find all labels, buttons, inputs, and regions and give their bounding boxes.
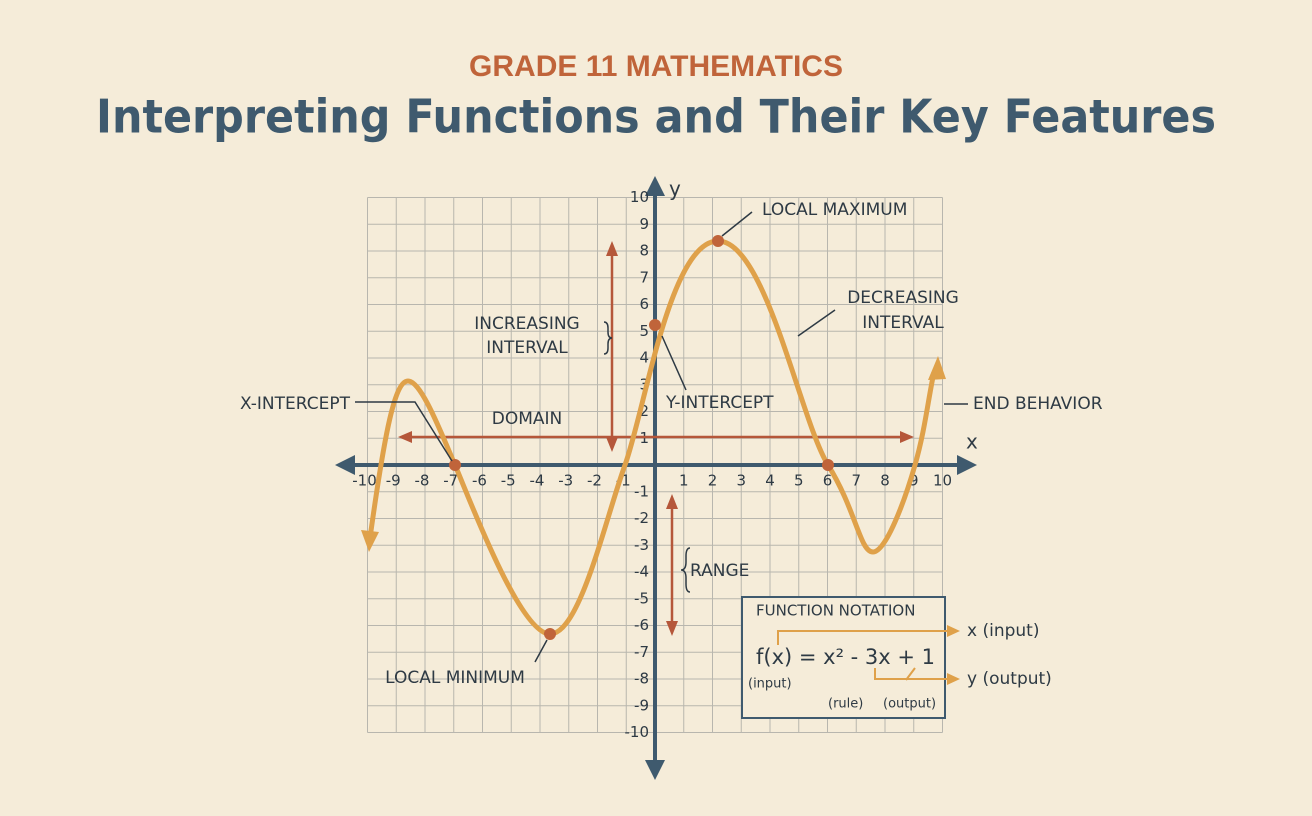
y-tick-label: 3 <box>639 375 649 393</box>
y-tick-label: 5 <box>639 322 649 340</box>
y-tick-label: 2 <box>639 402 649 420</box>
leader <box>661 335 687 391</box>
arrow <box>398 431 412 443</box>
x-tick-label: 2 <box>708 472 718 490</box>
x-axis-label: x <box>966 430 978 454</box>
arrow <box>666 621 678 636</box>
note: (input) <box>748 677 792 692</box>
arrow <box>957 455 977 475</box>
formula: f(x) = x² - 3x + 1 <box>756 645 935 669</box>
x-tick-label: 6 <box>823 472 833 490</box>
x-tick-label: -5 <box>501 472 516 490</box>
annotation: RANGE <box>690 561 749 581</box>
y-tick-label: -5 <box>634 589 649 607</box>
annotation: INCREASING <box>474 314 579 334</box>
x-tick-label: 8 <box>880 472 890 490</box>
y-tick-label: 10 <box>630 188 649 206</box>
point <box>544 628 556 640</box>
x-tick-label: -3 <box>558 472 573 490</box>
x-tick-label: -8 <box>415 472 430 490</box>
arrow <box>606 437 618 452</box>
y-tick-label: -1 <box>634 482 649 500</box>
note: (output) <box>883 697 936 712</box>
y-tick-label: -8 <box>634 670 649 688</box>
annotation: END BEHAVIOR <box>973 394 1103 414</box>
point <box>822 459 834 471</box>
notation-arrow <box>874 668 950 680</box>
arrow <box>928 356 946 380</box>
arrow <box>900 431 914 443</box>
y-tick-label: 9 <box>639 215 649 233</box>
y-tick-label: -6 <box>634 616 649 634</box>
arrow <box>645 760 665 780</box>
arrow <box>361 530 379 552</box>
point <box>649 319 661 331</box>
y-tick-label: -4 <box>634 563 649 581</box>
annotation: INTERVAL <box>486 338 568 358</box>
notation-title: FUNCTION NOTATION <box>756 602 915 620</box>
x-tick-label: 9 <box>909 472 919 490</box>
x-tick-label: -2 <box>587 472 602 490</box>
leader <box>797 309 836 337</box>
leader <box>355 401 453 462</box>
y-tick-label: 7 <box>639 268 649 286</box>
x-tick-label: 3 <box>736 472 746 490</box>
annotation: LOCAL MAXIMUM <box>762 200 907 220</box>
leader <box>721 211 753 237</box>
annotation: INTERVAL <box>862 313 944 333</box>
x-tick-label: -9 <box>386 472 401 490</box>
annotation: LOCAL MINIMUM <box>385 668 525 688</box>
x-tick-label: 10 <box>933 472 952 490</box>
x-tick-label: -7 <box>443 472 458 490</box>
arrow <box>606 241 618 256</box>
x-tick-label: 7 <box>851 472 861 490</box>
arrow <box>947 625 960 637</box>
y-tick-label: -7 <box>634 643 649 661</box>
x-tick-label: 1 <box>679 472 689 490</box>
annotation: DOMAIN <box>492 409 563 429</box>
arrow <box>645 176 665 196</box>
notation-arrow <box>905 667 916 681</box>
y-tick-label: 4 <box>639 349 649 367</box>
leader <box>534 639 548 663</box>
notation-box <box>741 596 946 719</box>
point <box>449 459 461 471</box>
y-axis-label: y <box>669 177 681 201</box>
y-tick-label: 6 <box>639 295 649 313</box>
annotation: DECREASING <box>847 288 959 308</box>
title: Interpreting Functions and Their Key Fea… <box>96 90 1216 144</box>
brace <box>603 321 613 355</box>
x-tick-label: 4 <box>765 472 775 490</box>
notation-arrow <box>777 630 950 645</box>
annotation: X-INTERCEPT <box>240 394 351 414</box>
x-tick-label: -10 <box>352 472 377 490</box>
brace <box>680 547 691 593</box>
y-tick-label: -2 <box>634 509 649 527</box>
x-tick-label: -6 <box>472 472 487 490</box>
arrow <box>335 455 355 475</box>
notation-label: x (input) <box>967 621 1039 641</box>
subtitle: GRADE 11 MATHEMATICS <box>469 50 843 83</box>
note: (rule) <box>828 697 863 712</box>
function-curve <box>367 238 937 637</box>
annotation: Y-INTERCEPT <box>665 393 774 413</box>
y-tick-label: -9 <box>634 696 649 714</box>
y-tick-label: -10 <box>625 723 650 741</box>
y-tick-label: -3 <box>634 536 649 554</box>
arrow <box>947 673 960 685</box>
notation-label: y (output) <box>967 669 1052 689</box>
x-tick-label: -4 <box>530 472 545 490</box>
x-tick-label: 5 <box>794 472 804 490</box>
point <box>712 235 724 247</box>
y-tick-label: 8 <box>639 242 649 260</box>
arrow <box>666 494 678 509</box>
